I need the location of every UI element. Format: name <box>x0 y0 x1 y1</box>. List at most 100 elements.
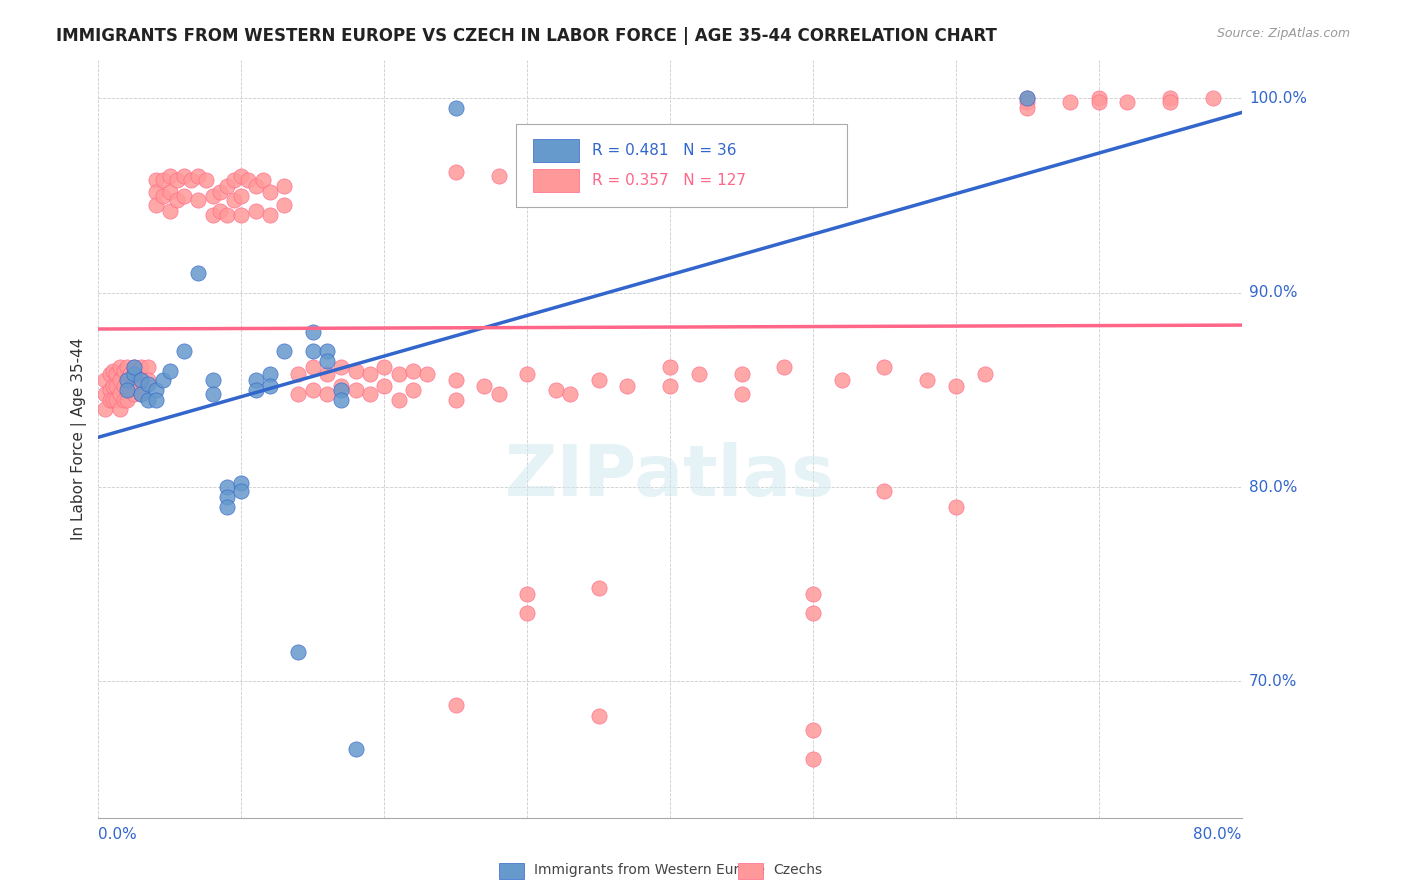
Point <box>231 483 253 498</box>
Point <box>145 185 167 199</box>
Point <box>108 402 131 417</box>
Point <box>122 359 145 374</box>
Point <box>344 383 367 397</box>
Point <box>108 387 131 401</box>
Point <box>145 198 167 212</box>
Point <box>252 173 274 187</box>
Point <box>159 363 181 377</box>
Point <box>301 344 323 359</box>
Point <box>122 359 145 374</box>
Point <box>215 480 238 494</box>
Point <box>287 368 309 382</box>
Point <box>516 368 538 382</box>
Text: Czechs: Czechs <box>773 863 823 877</box>
Point <box>231 188 253 202</box>
Point <box>245 204 267 219</box>
Point <box>122 368 145 382</box>
Point <box>122 387 145 401</box>
Point <box>373 379 395 393</box>
Point <box>917 373 939 387</box>
Point <box>115 392 138 407</box>
Point <box>127 379 149 393</box>
Point <box>801 723 824 737</box>
Text: 80.0%: 80.0% <box>1194 827 1241 842</box>
Text: R = 0.357   N = 127: R = 0.357 N = 127 <box>592 173 747 188</box>
Point <box>259 185 281 199</box>
Point <box>94 402 117 417</box>
Point <box>112 379 135 393</box>
Point <box>688 368 710 382</box>
Point <box>873 483 896 498</box>
Point <box>301 325 323 339</box>
Point <box>588 709 610 723</box>
Text: 100.0%: 100.0% <box>1249 91 1308 106</box>
Point <box>138 377 160 392</box>
Point <box>316 344 339 359</box>
Point <box>194 173 217 187</box>
Point <box>152 173 174 187</box>
Point <box>801 607 824 621</box>
Point <box>273 178 295 193</box>
Point <box>129 359 152 374</box>
Point <box>127 363 149 377</box>
Point <box>231 208 253 222</box>
Point <box>259 208 281 222</box>
Text: R = 0.481   N = 36: R = 0.481 N = 36 <box>592 143 737 158</box>
Point <box>1202 91 1225 105</box>
Text: ZIPatlas: ZIPatlas <box>505 442 835 511</box>
Point <box>1017 91 1039 105</box>
Point <box>444 101 467 115</box>
Point <box>224 173 246 187</box>
Point <box>831 373 853 387</box>
FancyBboxPatch shape <box>516 124 848 208</box>
Text: Source: ZipAtlas.com: Source: ZipAtlas.com <box>1216 27 1350 40</box>
Point <box>1059 95 1081 110</box>
Point <box>444 373 467 387</box>
Point <box>159 169 181 184</box>
Point <box>402 383 425 397</box>
Point <box>187 169 209 184</box>
Point <box>1088 91 1111 105</box>
Point <box>118 368 141 382</box>
Point <box>152 188 174 202</box>
Point <box>104 368 127 382</box>
Point <box>187 193 209 207</box>
Point <box>287 645 309 659</box>
Point <box>301 359 323 374</box>
Point <box>201 387 224 401</box>
Point <box>373 359 395 374</box>
Point <box>215 490 238 504</box>
Point <box>224 193 246 207</box>
Point <box>159 204 181 219</box>
Point <box>98 392 121 407</box>
Point <box>730 387 752 401</box>
Point <box>112 392 135 407</box>
Y-axis label: In Labor Force | Age 35-44: In Labor Force | Age 35-44 <box>72 337 87 540</box>
Point <box>344 363 367 377</box>
Point <box>945 379 967 393</box>
Point <box>238 173 260 187</box>
Point <box>259 379 281 393</box>
Point <box>973 368 995 382</box>
Point <box>231 476 253 491</box>
Point <box>159 185 181 199</box>
Point <box>94 373 117 387</box>
Point <box>187 266 209 280</box>
Point <box>416 368 439 382</box>
Point <box>180 173 202 187</box>
Point <box>444 165 467 179</box>
Text: Immigrants from Western Europe: Immigrants from Western Europe <box>534 863 765 877</box>
Point <box>1017 95 1039 110</box>
FancyBboxPatch shape <box>533 169 579 193</box>
Point <box>287 387 309 401</box>
Point <box>316 368 339 382</box>
Point <box>129 387 152 401</box>
Point <box>273 198 295 212</box>
Point <box>173 188 195 202</box>
Point <box>773 359 796 374</box>
Point <box>1017 101 1039 115</box>
Point <box>330 383 353 397</box>
Point <box>166 173 188 187</box>
Point <box>98 383 121 397</box>
Point <box>1159 95 1181 110</box>
